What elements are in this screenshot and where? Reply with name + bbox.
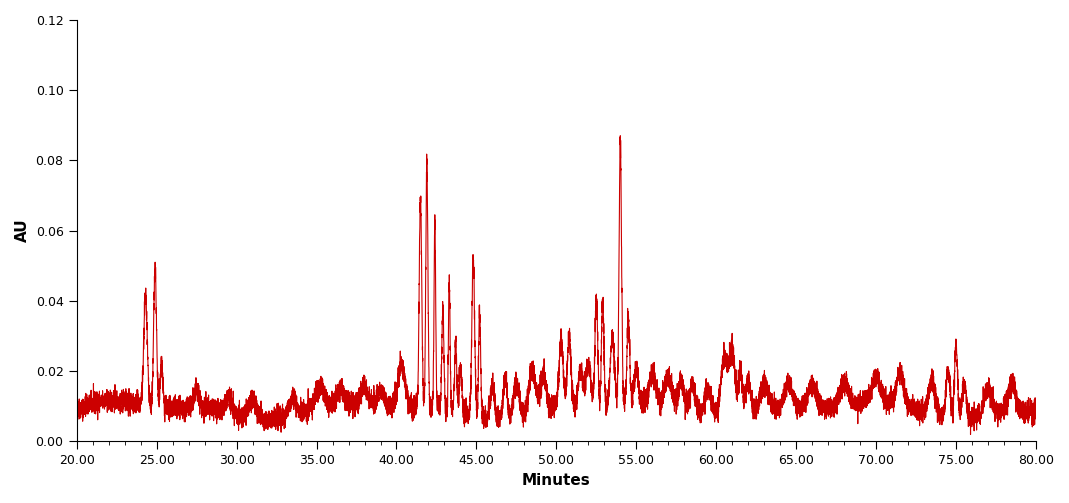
X-axis label: Minutes: Minutes — [522, 473, 591, 488]
Y-axis label: AU: AU — [15, 219, 30, 242]
